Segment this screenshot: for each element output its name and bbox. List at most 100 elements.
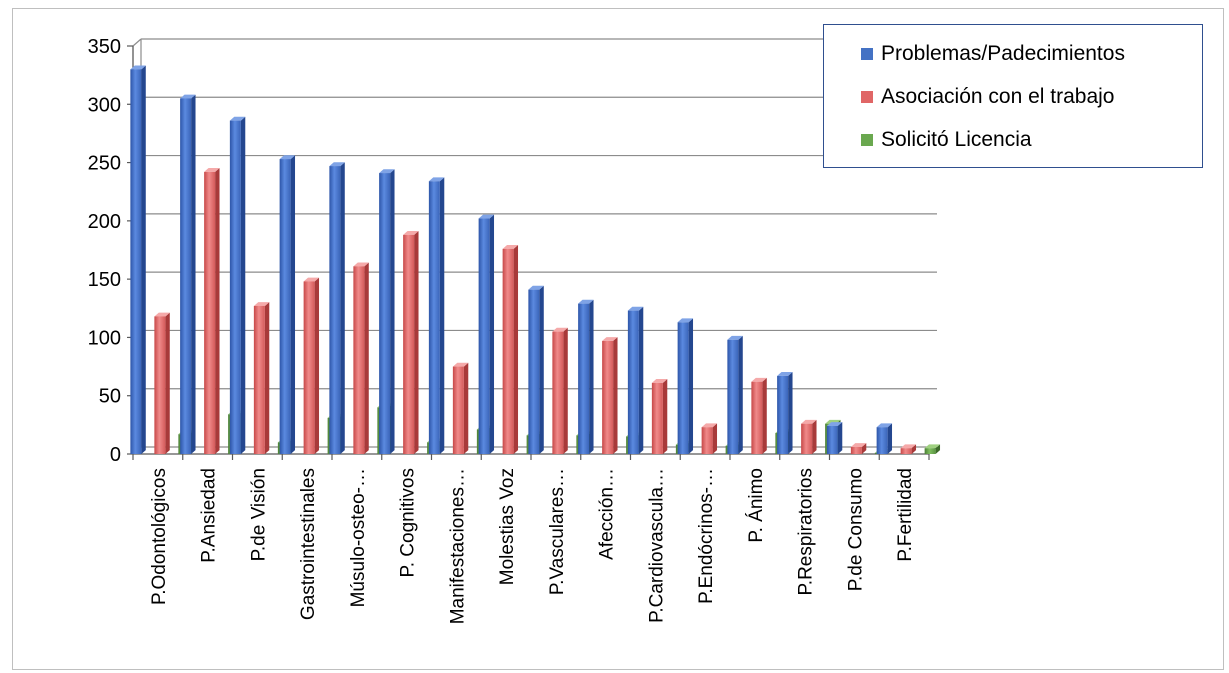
bar-side-asociacion xyxy=(314,277,320,454)
bar-problemas xyxy=(627,310,639,454)
bar-side-problemas xyxy=(141,65,146,454)
bar-problemas xyxy=(876,427,888,454)
bar-top-problemas xyxy=(727,335,743,340)
y-tick-label: 200 xyxy=(88,211,121,233)
bar-asociacion xyxy=(204,171,216,454)
x-category-label: P. Cognitivos xyxy=(398,468,419,578)
x-category-labels: P.Odontológicos P.Ansiedad P.de Visión Gast… xyxy=(149,468,916,624)
bar-problemas xyxy=(528,289,540,454)
x-category-label: P. Ánimo xyxy=(746,468,767,543)
x-category-label: Manifestaciones… xyxy=(447,468,468,624)
bar-top-problemas xyxy=(279,155,296,160)
bar-top-problemas xyxy=(826,422,843,427)
bar-top-asociacion xyxy=(751,377,767,382)
bars xyxy=(130,65,941,455)
x-category-label: P.Fertilidad xyxy=(895,468,916,562)
bar-problemas xyxy=(130,69,142,455)
x-category-label: P.Ansiedad xyxy=(199,468,220,563)
bar-top-asociacion xyxy=(701,423,718,428)
bar-side-problemas xyxy=(191,94,196,454)
bar-top-problemas xyxy=(478,214,495,219)
bar-top-asociacion xyxy=(353,262,369,267)
legend-swatch-asociacion xyxy=(861,91,873,103)
legend-swatch-licencia xyxy=(861,134,873,146)
bar-top-problemas xyxy=(777,372,793,376)
bar-top-asociacion xyxy=(602,337,618,341)
legend-swatch-problemas xyxy=(861,48,873,60)
bar-top-asociacion xyxy=(204,168,220,172)
chart-frame xyxy=(12,8,1224,670)
bar-asociacion xyxy=(651,382,663,454)
bar-problemas xyxy=(428,181,440,455)
bar-side-asociacion xyxy=(165,312,170,454)
bar-top-problemas xyxy=(428,177,445,182)
bar-asociacion xyxy=(850,447,862,454)
x-category-label: Gastrointestinales xyxy=(298,468,319,620)
bar-top-problemas xyxy=(677,318,694,323)
bar-side-asociacion xyxy=(264,302,270,454)
bar-side-problemas xyxy=(390,169,395,454)
x-category-label: P.Respiratorios xyxy=(796,468,817,595)
bar-top-asociacion xyxy=(154,312,170,317)
y-tick-label: 0 xyxy=(110,444,121,466)
bar-asociacion xyxy=(801,423,813,454)
x-category-label: P.de Visión xyxy=(248,468,269,561)
bar-top-licencia xyxy=(924,444,941,449)
y-tick-label: 350 xyxy=(88,36,121,58)
bar-side-problemas xyxy=(887,423,893,454)
bar-side-asociacion xyxy=(762,377,767,454)
bar-top-problemas xyxy=(229,116,246,121)
y-tick-label: 150 xyxy=(88,269,121,291)
gridline-side xyxy=(132,38,142,47)
bar-top-asociacion xyxy=(552,327,568,332)
y-tick-label: 100 xyxy=(88,327,121,349)
bar-top-problemas xyxy=(528,285,544,290)
bar-top-problemas xyxy=(180,94,196,99)
bar-side-problemas xyxy=(638,306,644,454)
bar-asociacion xyxy=(751,381,763,454)
bar-problemas xyxy=(279,159,291,454)
bar-top-asociacion xyxy=(452,362,469,367)
bar-side-problemas xyxy=(589,299,594,454)
bar-side-problemas xyxy=(837,422,843,454)
bar-asociacion xyxy=(452,366,464,454)
bar-asociacion xyxy=(253,305,265,454)
bar-side-asociacion xyxy=(364,262,369,454)
bar-top-problemas xyxy=(329,162,345,167)
bar-side-asociacion xyxy=(812,419,817,454)
legend-label-problemas: Problemas/Padecimientos xyxy=(881,42,1125,65)
x-category-label: P.de Consumo xyxy=(845,468,866,591)
bar-top-asociacion xyxy=(502,244,519,249)
bar-problemas xyxy=(727,339,739,454)
bar-side-problemas xyxy=(688,318,694,454)
bar-top-asociacion xyxy=(253,302,270,306)
bar-asociacion xyxy=(602,340,614,454)
legend-item-licencia: Solicitó Licencia xyxy=(861,125,1032,155)
bar-side-problemas xyxy=(539,285,544,454)
bar-side-asociacion xyxy=(861,443,867,454)
bar-problemas xyxy=(379,173,391,454)
x-category-label: Músulo-osteo-… xyxy=(348,468,369,607)
bar-licencia xyxy=(924,448,936,454)
bar-side-asociacion xyxy=(911,444,917,454)
bar-top-problemas xyxy=(130,65,146,70)
bar-top-asociacion xyxy=(801,419,817,424)
bar-side-asociacion xyxy=(563,327,568,454)
bar-side-problemas xyxy=(439,177,445,454)
bar-side-licencia xyxy=(935,444,941,454)
x-category-label: Afección… xyxy=(597,468,618,560)
bar-problemas xyxy=(478,218,490,454)
bar-side-problemas xyxy=(788,372,793,454)
bar-side-asociacion xyxy=(613,337,618,454)
bar-asociacion xyxy=(701,427,713,454)
bar-top-problemas xyxy=(578,299,594,304)
y-tick-label: 300 xyxy=(88,94,121,116)
legend-label-licencia: Solicitó Licencia xyxy=(881,128,1032,151)
x-category-label: P.Cardiovascula… xyxy=(646,468,667,623)
bar-side-problemas xyxy=(290,155,296,454)
y-tick-label: 250 xyxy=(88,153,121,175)
bar-side-asociacion xyxy=(463,362,469,454)
x-category-label: P.Endócrinos-… xyxy=(696,468,717,604)
bar-side-asociacion xyxy=(662,379,668,454)
